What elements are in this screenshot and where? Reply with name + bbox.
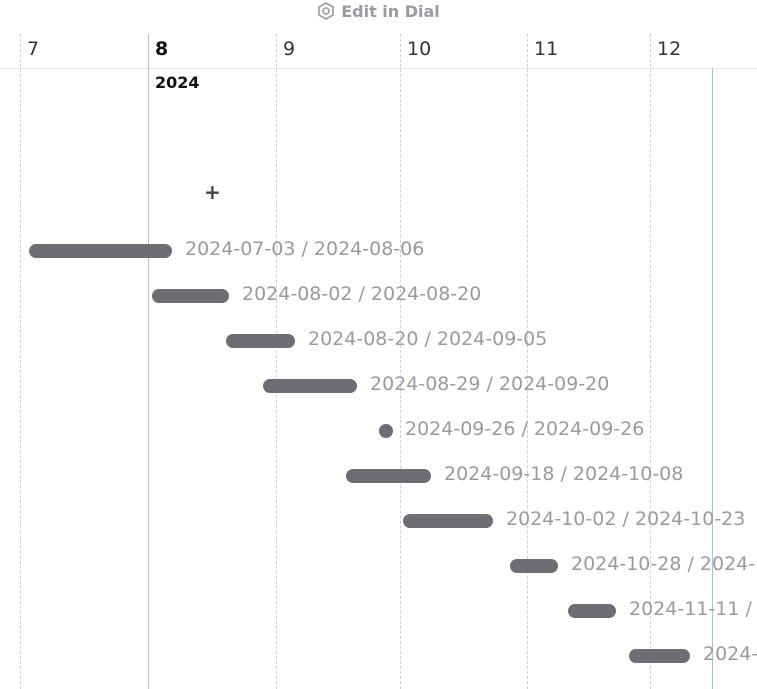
month-gridline xyxy=(20,34,21,689)
edit-label: Edit in Dial xyxy=(341,1,440,21)
task-bar[interactable] xyxy=(263,379,357,393)
today-line xyxy=(712,68,713,689)
month-label: 8 xyxy=(155,38,169,60)
task-label: 2024-08-29 / 2024-09-20 xyxy=(370,373,610,395)
month-gridline xyxy=(276,34,277,689)
task-label: 2024-09-18 / 2024-10-08 xyxy=(444,463,684,485)
task-bar[interactable] xyxy=(29,244,172,258)
edit-in-dial[interactable]: Edit in Dial xyxy=(0,0,757,22)
task-label: 2024-11-11 / xyxy=(629,598,752,620)
month-gridline xyxy=(527,34,528,689)
task-label: 2024-08-02 / 2024-08-20 xyxy=(242,283,482,305)
month-gridline xyxy=(148,34,149,689)
task-label: 2024-08-20 / 2024-09-05 xyxy=(308,328,548,350)
task-label: 2024-10-02 / 2024-10-23 xyxy=(506,508,746,530)
task-bar[interactable] xyxy=(379,424,393,438)
year-label: 2024 xyxy=(155,73,200,92)
month-gridline xyxy=(400,34,401,689)
task-label: 2024-09-26 / 2024-09-26 xyxy=(405,418,645,440)
task-label: 2024-10-28 / 2024-1 xyxy=(571,553,757,575)
task-bar[interactable] xyxy=(226,334,295,348)
month-label: 9 xyxy=(283,38,296,60)
task-bar[interactable] xyxy=(152,289,229,303)
month-label: 11 xyxy=(534,38,559,60)
month-gridline xyxy=(650,34,651,689)
task-bar[interactable] xyxy=(403,514,493,528)
dial-icon xyxy=(318,2,335,20)
add-button[interactable]: + xyxy=(204,180,221,204)
task-label: 2024-07-03 / 2024-08-06 xyxy=(185,238,425,260)
task-bar[interactable] xyxy=(510,559,558,573)
timeline-header xyxy=(0,30,757,69)
task-bar[interactable] xyxy=(568,604,616,618)
task-label: 2024- xyxy=(703,643,757,665)
task-bar[interactable] xyxy=(629,649,690,663)
task-bar[interactable] xyxy=(346,469,431,483)
month-label: 7 xyxy=(27,38,40,60)
month-label: 10 xyxy=(407,38,432,60)
month-label: 12 xyxy=(657,38,682,60)
